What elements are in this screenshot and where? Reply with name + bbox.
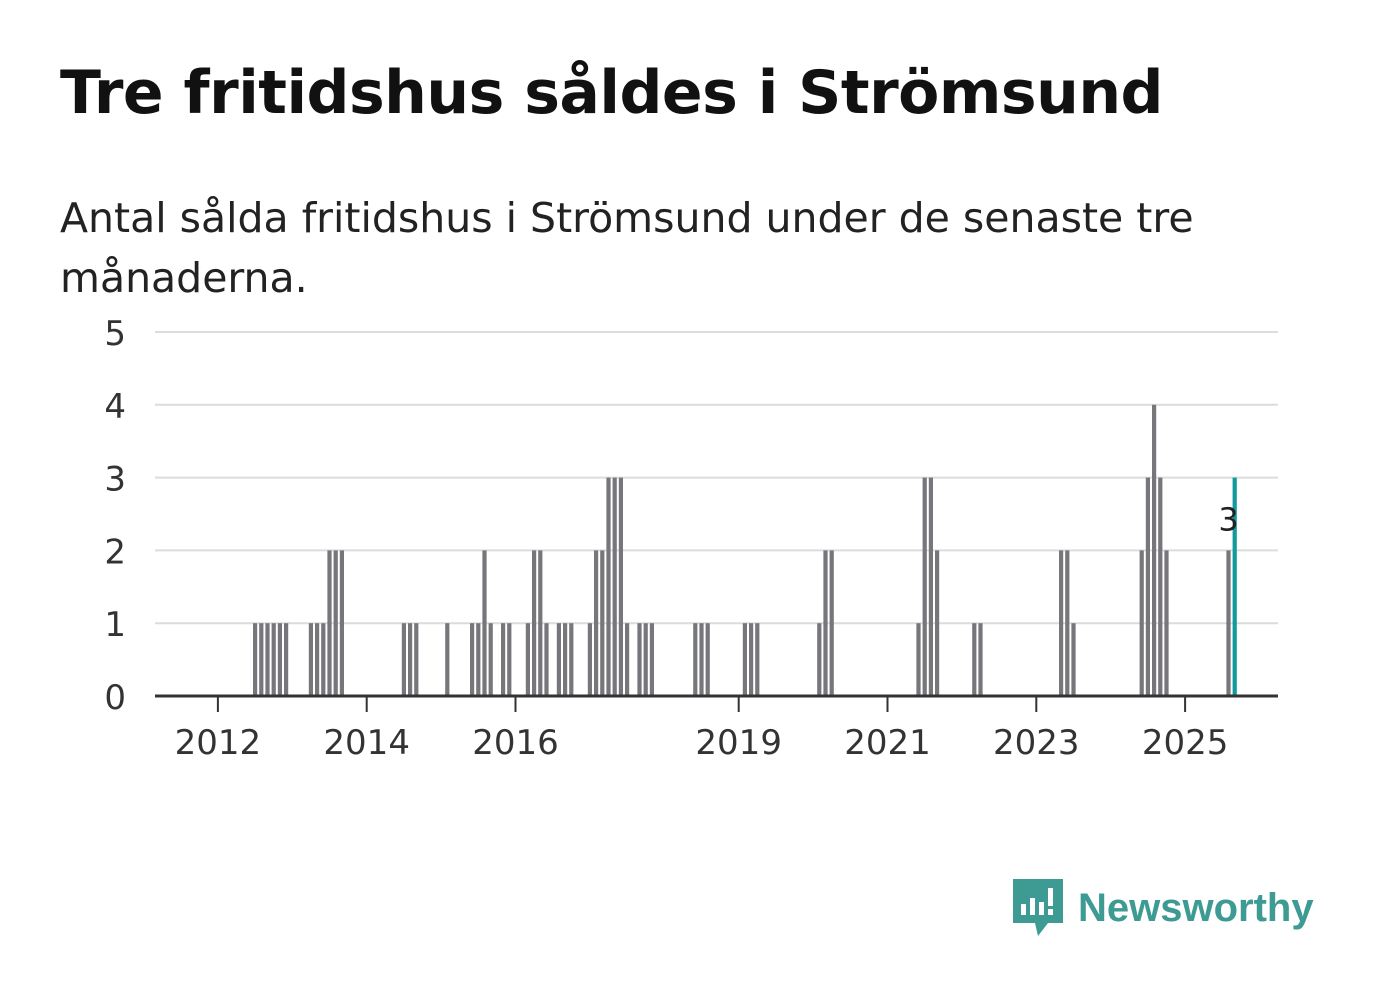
bar: [612, 477, 617, 696]
data-label: 3: [1218, 500, 1238, 538]
chart-title: Tre fritidshus såldes i Strömsund: [60, 58, 1164, 128]
bar: [618, 477, 623, 696]
bar: [928, 477, 933, 696]
bar: [277, 623, 282, 696]
bar: [625, 623, 630, 696]
bar: [476, 623, 481, 696]
bar: [972, 623, 977, 696]
brand-name: Newsworthy: [1078, 885, 1314, 930]
bar: [1059, 550, 1064, 696]
bar: [470, 623, 475, 696]
bar: [339, 550, 344, 696]
x-tick-label: 2016: [472, 723, 559, 763]
bar: [594, 550, 599, 696]
bar: [556, 623, 561, 696]
bar: [333, 550, 338, 696]
y-tick-label: 5: [104, 314, 126, 354]
bar: [606, 477, 611, 696]
bar: [693, 623, 698, 696]
bar: [414, 623, 419, 696]
bar: [1139, 550, 1144, 696]
x-tick-label: 2012: [175, 723, 262, 763]
newsworthy-logo[interactable]: Newsworthy: [1010, 876, 1314, 940]
bar: [705, 623, 710, 696]
bar: [271, 623, 276, 696]
bar: [488, 623, 493, 696]
bar: [284, 623, 289, 696]
bar: [1158, 477, 1163, 696]
bar: [699, 623, 704, 696]
y-tick-label: 3: [104, 460, 126, 500]
bar: [482, 550, 487, 696]
bar: [401, 623, 406, 696]
bar: [327, 550, 332, 696]
bar: [1071, 623, 1076, 696]
chart-subtitle: Antal sålda fritidshus i Strömsund under…: [60, 194, 1194, 302]
bar: [649, 623, 654, 696]
bar: [408, 623, 413, 696]
bar: [308, 623, 313, 696]
bar: [507, 623, 512, 696]
bar: [1152, 404, 1157, 696]
x-tick-label: 2025: [1142, 723, 1229, 763]
bar: [563, 623, 568, 696]
bar: [532, 550, 537, 696]
bar: [935, 550, 940, 696]
bar: [445, 623, 450, 696]
bar: [1065, 550, 1070, 696]
bar: [525, 623, 530, 696]
x-tick-label: 2019: [695, 723, 782, 763]
bar: [321, 623, 326, 696]
x-tick-label: 2014: [323, 723, 410, 763]
bar: [916, 623, 921, 696]
bar: [259, 623, 264, 696]
y-tick-label: 2: [104, 532, 126, 572]
bar-highlight: [1232, 477, 1237, 696]
bar: [253, 623, 258, 696]
bar: [265, 623, 270, 696]
bar: [643, 623, 648, 696]
bar: [501, 623, 506, 696]
bar: [817, 623, 822, 696]
x-tick-label: 2023: [993, 723, 1080, 763]
bar: [600, 550, 605, 696]
bar: [829, 550, 834, 696]
y-tick-label: 4: [104, 387, 126, 427]
y-tick-label: 0: [104, 678, 126, 718]
bar: [637, 623, 642, 696]
bar: [823, 550, 828, 696]
bar: [538, 550, 543, 696]
bar: [1164, 550, 1169, 696]
bar: [749, 623, 754, 696]
bar: [544, 623, 549, 696]
x-tick-label: 2021: [844, 723, 931, 763]
y-tick-label: 1: [104, 605, 126, 645]
bar: [978, 623, 983, 696]
bar: [315, 623, 320, 696]
bar: [569, 623, 574, 696]
newsworthy-logo-icon: [1013, 879, 1063, 936]
bar: [1145, 477, 1150, 696]
bar: [742, 623, 747, 696]
bar: [922, 477, 927, 696]
bar: [1226, 550, 1231, 696]
bar: [755, 623, 760, 696]
bar: [587, 623, 592, 696]
